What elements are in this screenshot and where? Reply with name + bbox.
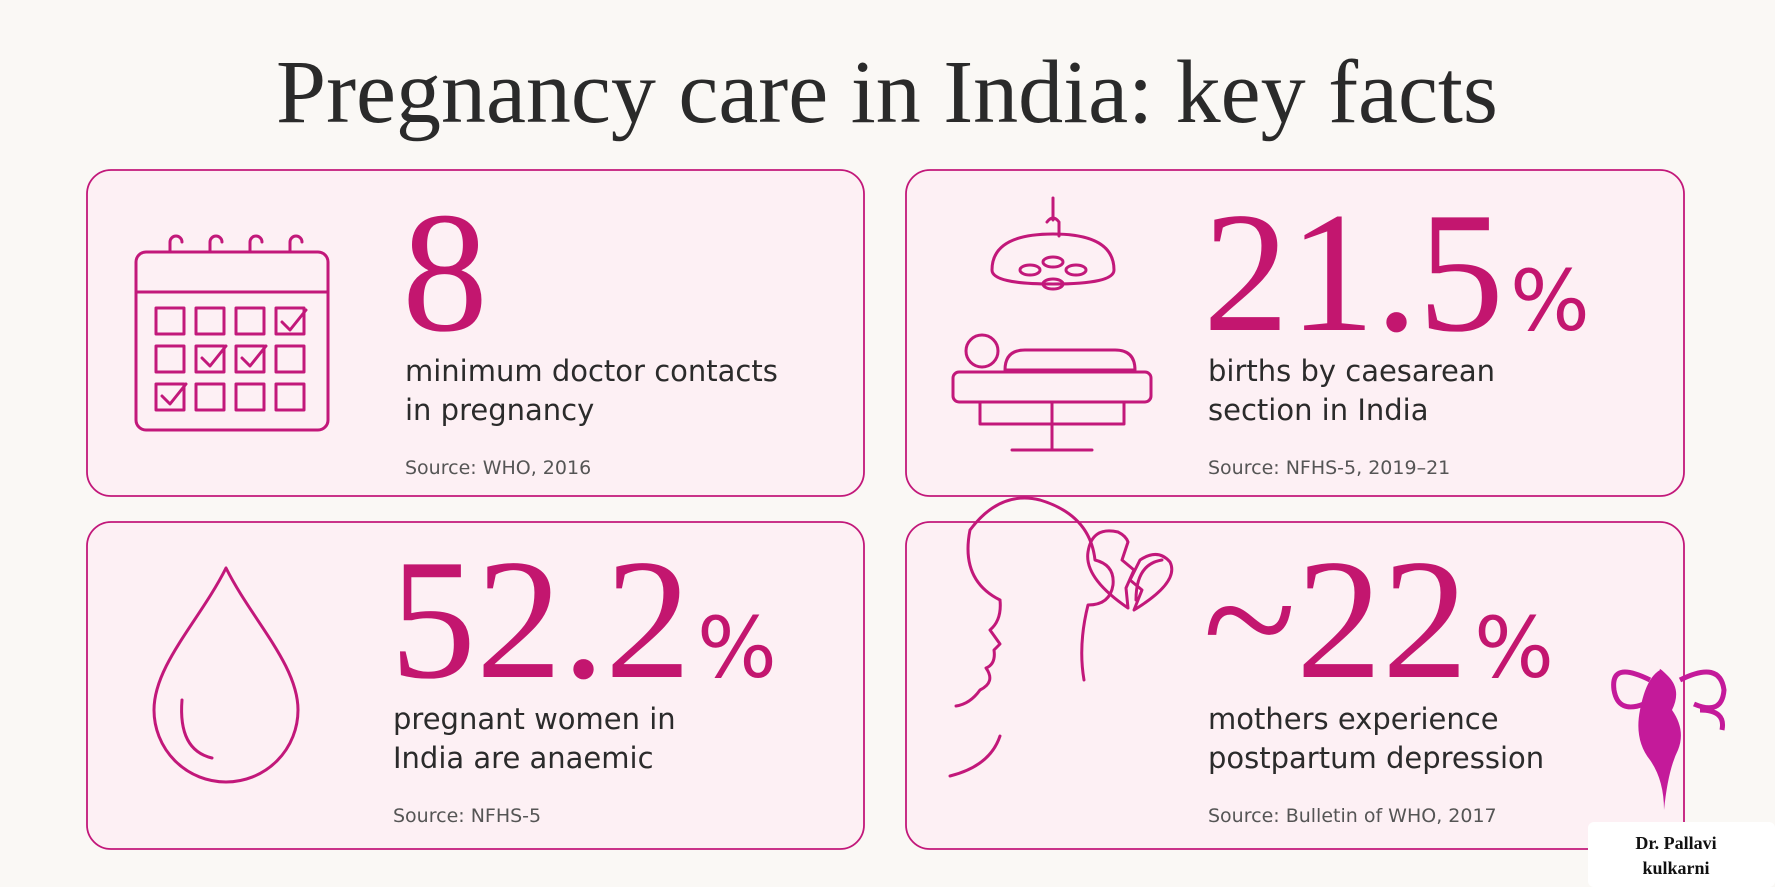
source: Source: NFHS-5, 2019–21 <box>1208 457 1450 479</box>
stat: 21.5% <box>1203 178 1590 368</box>
logo-box <box>1588 822 1775 887</box>
calendar-icon <box>134 234 330 432</box>
logo-text: Dr. Pallavi <box>1635 833 1716 853</box>
stat-unit: % <box>697 599 777 697</box>
description-line: India are anaemic <box>393 741 654 775</box>
logo: Dr. Pallavi kulkarni <box>1588 668 1775 887</box>
stat-value: 21.5 <box>1203 178 1504 368</box>
drop-icon <box>152 566 300 784</box>
card <box>905 169 1685 497</box>
description-line: mothers experience <box>1208 702 1499 736</box>
description-line: pregnant women in <box>393 702 676 736</box>
card <box>86 521 865 850</box>
stat-value: 52.2 <box>390 525 691 715</box>
source: Source: NFHS-5 <box>393 805 541 827</box>
title: Pregnancy care in India: key facts <box>276 43 1498 142</box>
woman-icon <box>948 496 1174 778</box>
stat-unit: % <box>1510 252 1590 350</box>
description-line: minimum doctor contacts <box>405 354 778 388</box>
description-line: postpartum depression <box>1208 741 1544 775</box>
stat: ~22% <box>1203 525 1554 715</box>
surgery-icon <box>951 196 1153 452</box>
stat-unit: % <box>1474 599 1554 697</box>
stat-value: ~22 <box>1203 525 1468 715</box>
description-line: births by caesarean <box>1208 354 1495 388</box>
source: Source: WHO, 2016 <box>405 457 591 479</box>
stat: 52.2% <box>390 525 777 715</box>
stat-value: 8 <box>402 178 488 368</box>
stat: 8 <box>402 178 488 368</box>
description-line: section in India <box>1208 393 1429 427</box>
description-line: in pregnancy <box>405 393 594 427</box>
logo-text: kulkarni <box>1642 858 1709 878</box>
source: Source: Bulletin of WHO, 2017 <box>1208 805 1497 827</box>
